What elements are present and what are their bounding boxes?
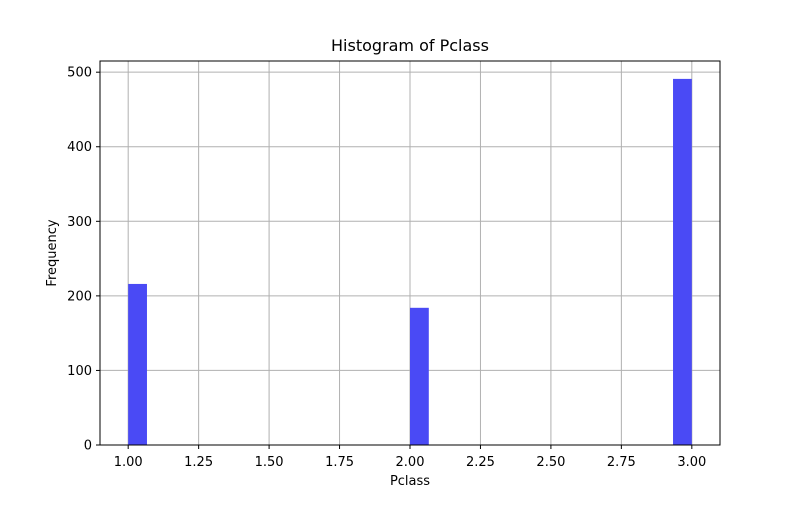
x-tick-label: 1.75 <box>325 455 354 470</box>
y-tick-label: 100 <box>67 364 92 379</box>
y-tick-label: 0 <box>84 439 92 454</box>
y-tick-label: 300 <box>67 215 92 230</box>
x-tick-label: 2.75 <box>607 455 636 470</box>
tick-layer: 1.00 1.25 1.50 1.75 2.00 2.25 2.50 2.75 3.00 0 100… <box>67 66 706 470</box>
y-tick-label: 200 <box>67 289 92 304</box>
x-tick-label: 2.50 <box>536 455 565 470</box>
x-tick-label: 2.25 <box>466 455 495 470</box>
x-tick-label: 1.25 <box>184 455 213 470</box>
y-axis-label: Frequency <box>45 219 60 286</box>
histogram-bar <box>410 307 429 445</box>
histogram-bar <box>673 78 692 446</box>
x-tick-label: 1.50 <box>255 455 284 470</box>
histogram-bar <box>128 283 147 445</box>
x-tick-label: 2.00 <box>396 455 425 470</box>
y-tick-label: 500 <box>67 66 92 81</box>
y-tick-label: 400 <box>67 140 92 155</box>
x-tick-label: 3.00 <box>677 455 706 470</box>
bar-layer <box>128 78 692 446</box>
chart-title: Histogram of Pclass <box>331 36 489 55</box>
x-tick-label: 1.00 <box>114 455 143 470</box>
x-axis-label: Pclass <box>390 474 430 489</box>
